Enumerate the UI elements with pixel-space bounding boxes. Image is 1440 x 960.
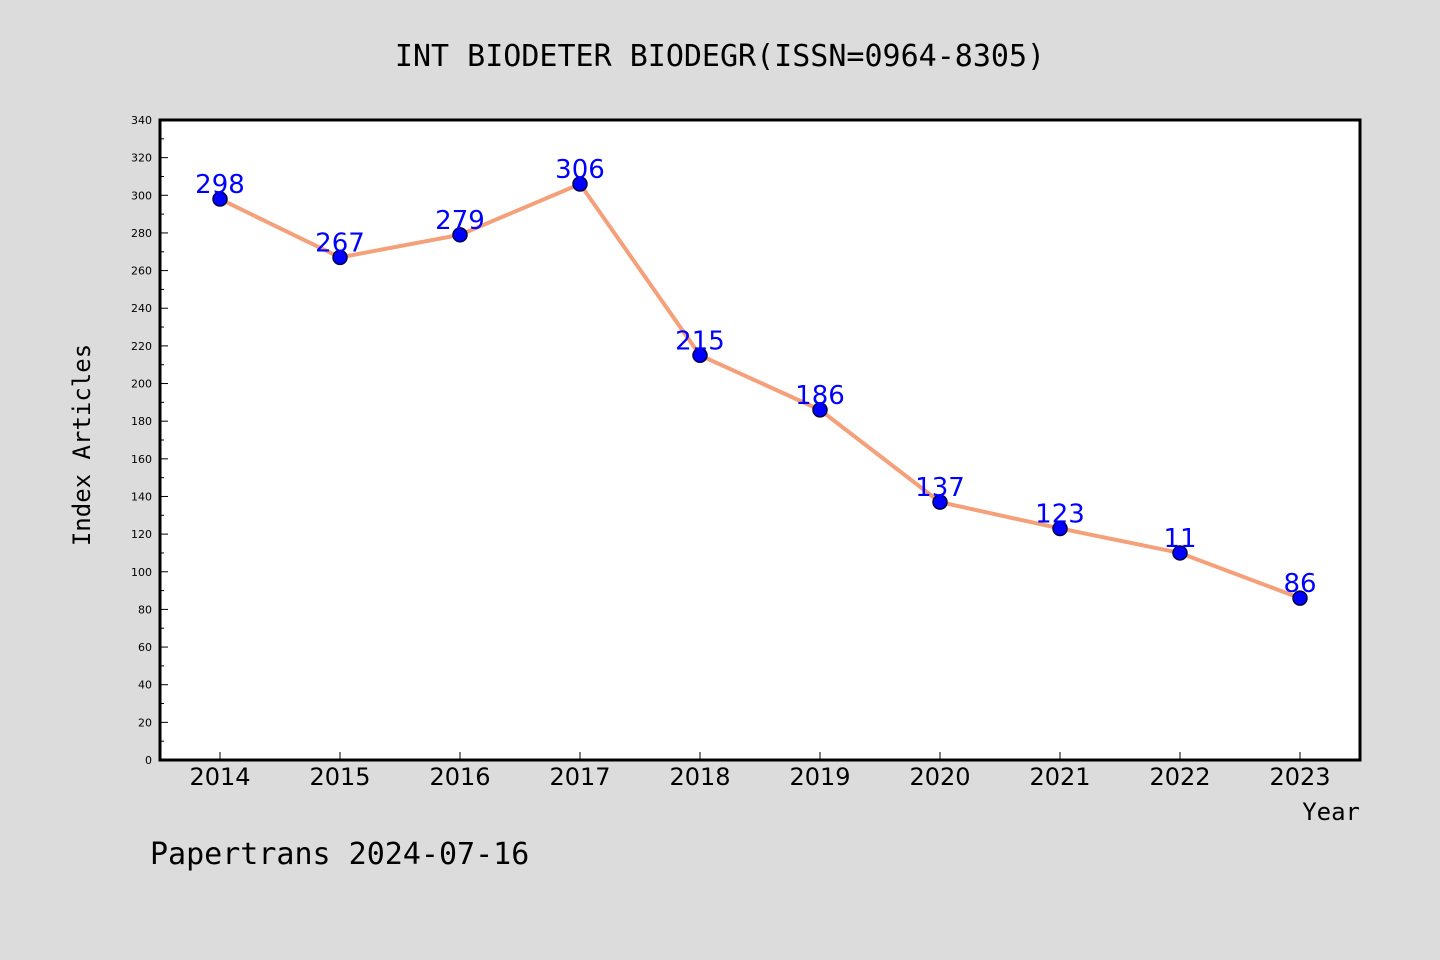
data-label: 215 [675,326,725,356]
y-tick-label: 160 [131,453,152,466]
data-point [1292,590,1308,606]
y-tick-label: 20 [138,716,152,729]
y-axis-ticks: 0 20 40 60 80 100 120 140 160 180 200 220 240 260 280 3… [131,114,168,767]
data-point [212,191,228,207]
data-point [332,249,348,266]
y-tick-label: 80 [138,603,152,616]
series-group: 298 267 279 306 215 186 137 123 11 86 [195,155,1317,606]
y-tick-label: 260 [131,265,152,278]
x-tick-label: 2021 [1029,763,1090,791]
x-tick-label: 2023 [1269,763,1330,791]
y-tick-label: 340 [131,114,152,127]
data-label: 186 [795,381,845,411]
y-tick-label: 300 [131,189,152,202]
y-axis-label: Index Articles [68,344,96,546]
x-tick-label: 2018 [669,763,730,791]
data-label: 11 [1163,524,1196,554]
chart-title: INT BIODETER BIODEGR(ISSN=0964-8305) [395,39,1045,74]
x-tick-label: 2022 [1149,763,1210,791]
x-tick-label: 2020 [909,763,970,791]
data-point [452,227,468,243]
plot-area [158,118,1362,762]
x-tick-label: 2014 [189,763,250,791]
data-label: 267 [315,228,365,258]
data-point [1052,520,1068,537]
y-tick-label: 140 [131,490,152,503]
data-label: 279 [435,206,485,236]
data-point [932,494,948,510]
data-point [1172,545,1188,561]
y-tick-label: 0 [145,754,152,767]
x-tick-label: 2016 [429,763,490,791]
series-line [218,182,1302,601]
y-tick-label: 180 [131,415,152,428]
x-tick-label: 2019 [789,763,850,791]
data-label: 123 [1035,499,1085,529]
data-point [812,402,828,418]
y-tick-label: 320 [131,152,152,165]
data-label: 306 [555,155,605,185]
y-tick-label: 40 [138,679,152,692]
footer-text: Papertrans 2024-07-16 [150,837,529,872]
y-tick-label: 280 [131,227,152,240]
x-axis-label: Year [1302,798,1360,826]
data-point [692,347,708,364]
y-tick-label: 100 [131,566,152,579]
data-label: 86 [1283,569,1316,599]
data-point [572,176,588,192]
y-tick-label: 220 [131,340,152,353]
data-label: 298 [195,170,245,200]
x-tick-label: 2017 [549,763,610,791]
y-tick-label: 240 [131,302,152,315]
y-tick-label: 200 [131,378,152,391]
data-label: 137 [915,473,965,503]
x-axis-ticks: 2014 2015 2016 2017 2018 2019 2020 2021 2022 2023 [189,752,1331,791]
y-tick-label: 120 [131,528,152,541]
x-tick-label: 2015 [309,763,370,791]
y-tick-label: 60 [138,641,152,654]
